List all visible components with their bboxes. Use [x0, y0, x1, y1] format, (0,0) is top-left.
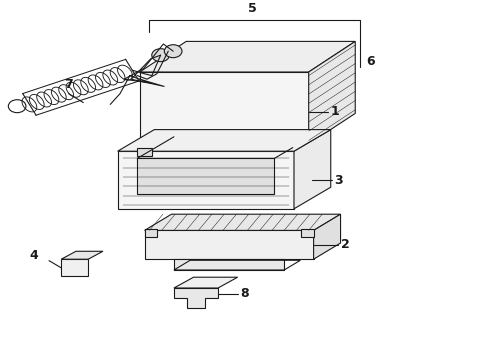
- Polygon shape: [174, 288, 218, 308]
- Polygon shape: [140, 41, 355, 72]
- Text: 5: 5: [248, 2, 257, 15]
- Polygon shape: [314, 214, 341, 259]
- Polygon shape: [174, 259, 284, 270]
- Polygon shape: [301, 229, 314, 237]
- Polygon shape: [145, 230, 314, 259]
- Polygon shape: [174, 277, 238, 288]
- Polygon shape: [145, 214, 341, 230]
- Polygon shape: [145, 229, 157, 237]
- Polygon shape: [118, 130, 331, 151]
- Polygon shape: [309, 41, 355, 144]
- Text: 1: 1: [331, 105, 340, 118]
- Polygon shape: [118, 151, 294, 209]
- Circle shape: [164, 45, 182, 58]
- Circle shape: [152, 49, 170, 62]
- Polygon shape: [137, 158, 274, 194]
- Polygon shape: [61, 251, 103, 259]
- Polygon shape: [61, 259, 88, 276]
- Text: 2: 2: [341, 238, 349, 251]
- Text: 6: 6: [367, 55, 375, 68]
- Polygon shape: [137, 148, 152, 156]
- Text: 7: 7: [64, 78, 73, 91]
- Polygon shape: [140, 72, 309, 144]
- Text: 3: 3: [334, 174, 343, 186]
- Text: 4: 4: [30, 249, 39, 262]
- Text: 8: 8: [240, 287, 249, 301]
- Polygon shape: [294, 130, 331, 209]
